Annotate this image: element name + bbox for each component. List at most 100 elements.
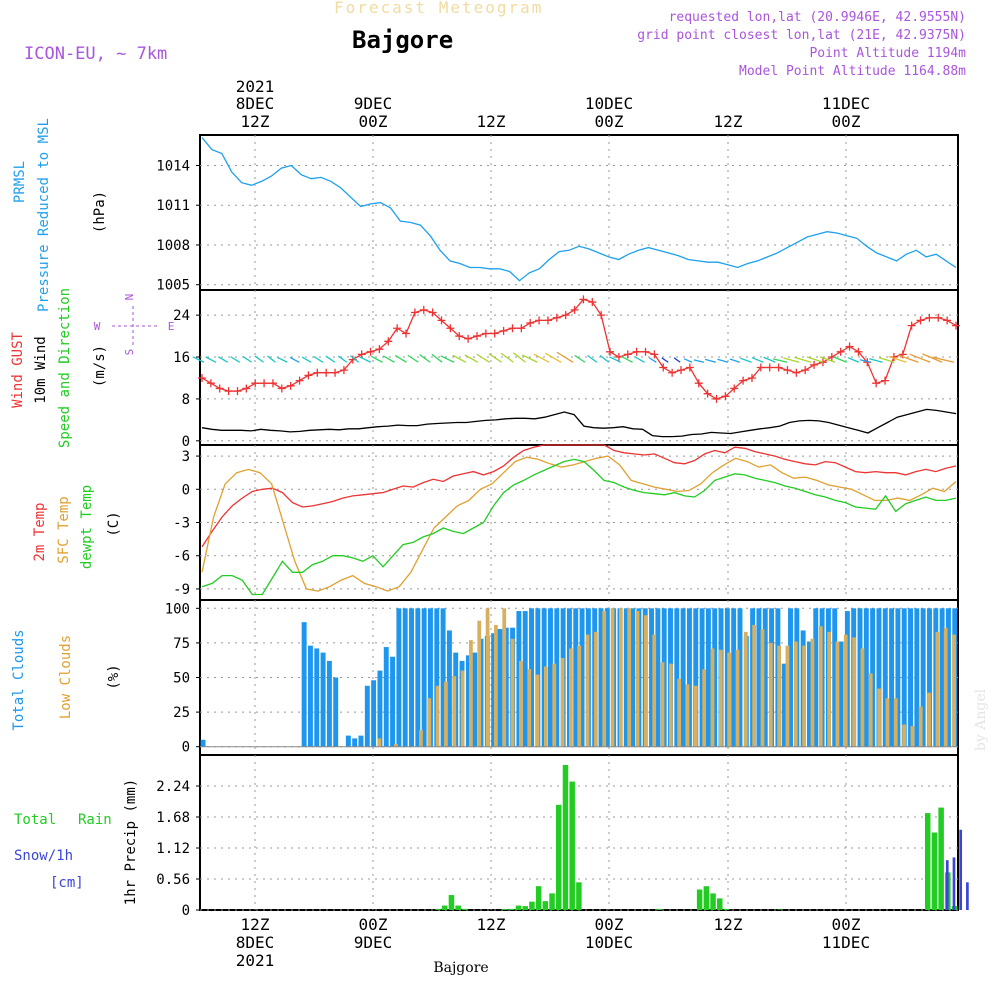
wind-direction-arrow — [704, 358, 717, 363]
total-clouds-bar — [358, 735, 364, 747]
rain-bar — [549, 893, 555, 910]
low-clouds-bar — [643, 615, 648, 747]
low-clouds-bar — [818, 626, 823, 747]
y-tick-label: 1011 — [156, 198, 190, 214]
wind-direction-arrow — [806, 356, 824, 363]
wind-direction-arrow — [513, 352, 526, 363]
wind-gust-marker — [552, 313, 561, 322]
low-clouds-bar — [610, 608, 615, 747]
wind-gust-marker — [881, 376, 890, 385]
total-clouds-bar — [908, 608, 913, 747]
total-clouds-bar — [579, 608, 585, 747]
total-clouds-bar — [857, 608, 863, 747]
wind-gust-marker — [437, 316, 446, 325]
wind-gust-marker — [464, 334, 473, 343]
total-clouds-bar — [649, 608, 655, 747]
total-clouds-bar — [756, 608, 762, 747]
wind-direction-arrow — [772, 358, 788, 363]
low-clouds-bar — [477, 620, 482, 747]
wind-gust-marker — [792, 368, 801, 377]
prmsl-label: PRMSL — [12, 161, 28, 203]
panel-frame — [199, 289, 959, 446]
total-clouds-bar — [832, 608, 838, 747]
y-tick-label: 75 — [173, 636, 190, 652]
total-clouds-bar — [446, 630, 452, 747]
total-clouds-bar — [554, 608, 560, 747]
rain-bar — [710, 893, 716, 910]
low-clouds-bar — [544, 666, 548, 747]
rain-bar — [455, 905, 461, 910]
wind-direction-arrow — [407, 354, 419, 363]
wind-direction-arrow — [634, 356, 645, 363]
wind-direction-arrow — [693, 359, 705, 363]
wind-gust-marker — [472, 332, 481, 341]
time-label-hour: 00Z — [595, 112, 624, 131]
total-clouds-bar — [807, 641, 812, 747]
time-label-hour: 00Z — [832, 915, 861, 934]
panel-1: 1005 1008 1011 1014 — [156, 134, 959, 294]
compass-s-label: S — [123, 349, 136, 356]
total-clouds-bar — [333, 677, 339, 747]
compass-n-label: N — [123, 294, 136, 301]
wind-gust-marker — [952, 321, 960, 330]
wind-direction-arrow — [609, 356, 621, 363]
wind-gust-marker — [588, 298, 597, 307]
wind-direction-arrow — [545, 352, 562, 363]
wind-direction-arrow — [254, 355, 264, 363]
low-clouds-bar — [569, 648, 573, 747]
wind-direction-arrow — [783, 357, 800, 363]
total-clouds-bar — [882, 608, 888, 747]
wind-direction-arrow — [218, 356, 229, 363]
y-tick-label: 1.12 — [156, 841, 190, 857]
time-label-date: 9DEC — [354, 933, 393, 952]
wind-gust-marker — [606, 347, 615, 356]
wind-gust-marker — [277, 384, 286, 393]
low-clouds-bar — [452, 676, 457, 747]
rain-bar — [931, 832, 938, 910]
total-clouds-bar — [465, 655, 471, 747]
wind-direction-arrow — [683, 358, 693, 363]
wind-direction-arrow — [452, 354, 467, 363]
total-clouds-bar — [655, 608, 661, 747]
wind-gust-marker — [428, 308, 437, 317]
wind-direction-arrow — [648, 357, 657, 363]
wind-gust-marker — [872, 379, 881, 388]
wind-gust-marker — [943, 316, 952, 325]
time-label-date: 10DEC — [585, 933, 633, 952]
wind-direction-arrow — [325, 355, 336, 363]
total-clouds-bar — [352, 738, 358, 747]
low-clouds-bar — [677, 678, 682, 747]
time-label-hour: 12Z — [714, 915, 743, 934]
low-clouds-bar — [893, 698, 898, 747]
total-clouds-bar — [604, 608, 610, 747]
time-label-top-3: 12Z — [477, 112, 506, 131]
y-tick-label: 1014 — [156, 158, 190, 174]
total-clouds-bar — [920, 608, 926, 747]
wind-gust-series-line — [201, 298, 957, 400]
total-clouds-bar — [630, 608, 636, 747]
rain-bar — [703, 886, 710, 910]
compass-e-label: E — [168, 320, 175, 333]
y-tick-label: 25 — [173, 705, 190, 721]
time-label-year: 2021 — [236, 77, 275, 96]
wind-direction-arrow — [819, 356, 836, 363]
rain-bar — [723, 908, 730, 910]
total-clouds-bar — [364, 685, 370, 747]
low-clouds-bar — [827, 631, 831, 747]
wind-10m-series-line — [201, 408, 957, 438]
wind-direction-arrow — [205, 356, 217, 363]
wind-gust-marker — [934, 313, 943, 322]
y-tick-label: 0 — [182, 434, 190, 450]
wind-gust-marker — [561, 311, 570, 320]
total-clouds-bar — [326, 660, 332, 747]
y-tick-label: 1005 — [156, 278, 190, 294]
low-clouds-bar — [427, 698, 432, 747]
wind-gust-marker — [765, 363, 774, 372]
y-tick-label: 50 — [173, 671, 190, 687]
wind-gust-marker — [446, 324, 455, 333]
total-clouds-bar — [914, 608, 920, 747]
time-label-bottom-3: 12Z — [477, 915, 506, 934]
wind-gust-marker — [801, 366, 810, 375]
y-tick-label: 1008 — [156, 238, 190, 254]
wind-direction-arrow — [763, 356, 776, 363]
